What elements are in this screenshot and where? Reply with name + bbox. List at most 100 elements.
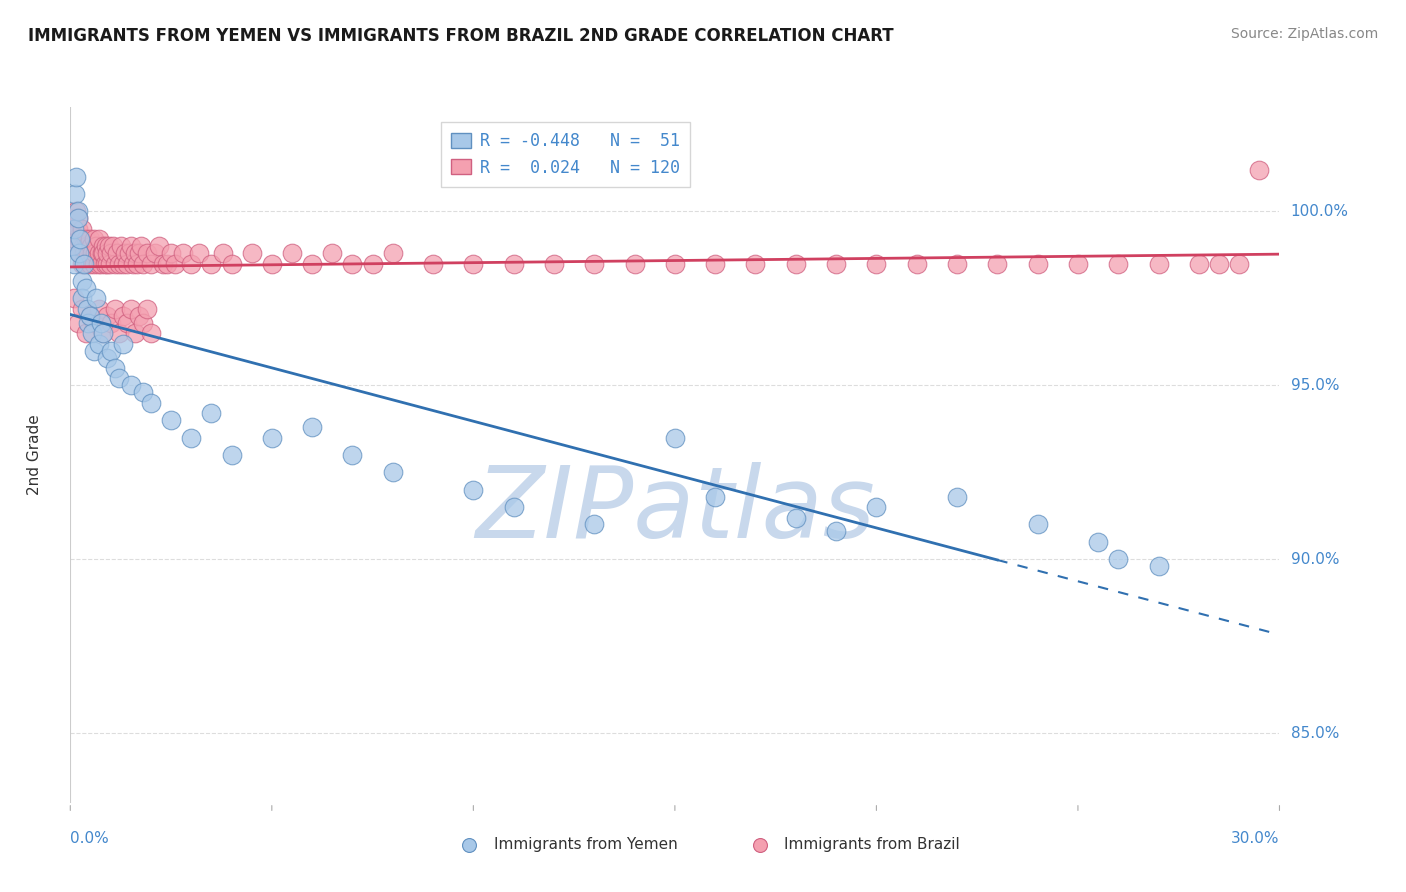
Point (1147, 559, 1170, 574)
Point (66, 204, 89, 219)
Point (79, 232, 101, 246)
Point (107, 256, 129, 270)
Point (101, 239, 124, 253)
Point (1087, 534, 1109, 549)
Point (75, 256, 97, 270)
Point (104, 360, 127, 375)
Point (361, 256, 384, 270)
Point (124, 246, 146, 260)
Point (825, 256, 848, 270)
Point (60, 221, 83, 235)
Point (107, 326, 129, 340)
Point (104, 301, 127, 316)
Point (96, 256, 118, 270)
Point (73, 246, 96, 260)
Point (342, 256, 364, 270)
Point (83, 256, 105, 270)
Point (115, 316, 138, 330)
Point (73, 256, 96, 270)
Point (62, 239, 84, 253)
Point (160, 413, 183, 427)
Point (260, 256, 283, 270)
Point (63, 221, 86, 235)
Point (240, 246, 263, 260)
Point (62, 256, 84, 270)
Point (111, 336, 134, 351)
Point (63, 211, 86, 226)
Point (67, 232, 90, 246)
Point (79, 256, 101, 270)
Point (83, 232, 105, 246)
Point (1026, 256, 1049, 270)
Point (114, 246, 136, 260)
Point (90, 316, 111, 330)
Point (87, 246, 110, 260)
Point (1227, 256, 1250, 270)
Point (172, 246, 194, 260)
Point (301, 420, 323, 434)
Point (744, 256, 766, 270)
Point (946, 490, 969, 504)
Point (87, 301, 110, 316)
Point (180, 430, 202, 444)
Point (67, 211, 90, 226)
Point (139, 256, 162, 270)
Point (986, 256, 1008, 270)
Point (65, 169, 87, 184)
Point (60, 239, 83, 253)
Point (152, 256, 174, 270)
Point (63, 232, 86, 246)
Point (67, 246, 90, 260)
Point (132, 385, 155, 400)
Point (1147, 256, 1170, 270)
Text: 90.0%: 90.0% (1291, 552, 1339, 566)
Point (70, 274, 93, 288)
Text: IMMIGRANTS FROM YEMEN VS IMMIGRANTS FROM BRAZIL 2ND GRADE CORRELATION CHART: IMMIGRANTS FROM YEMEN VS IMMIGRANTS FROM… (28, 27, 894, 45)
Point (1026, 517, 1049, 532)
Point (79, 309, 101, 323)
Point (93, 256, 115, 270)
Point (1208, 256, 1230, 270)
Point (110, 239, 132, 253)
Point (63, 186, 86, 201)
Point (463, 483, 485, 497)
Point (946, 256, 969, 270)
Point (664, 256, 686, 270)
Point (105, 246, 128, 260)
Point (100, 343, 122, 358)
Point (825, 524, 848, 539)
Point (1107, 256, 1129, 270)
Point (70, 221, 93, 235)
Text: Immigrants from Brazil: Immigrants from Brazil (783, 837, 959, 852)
Point (1249, 162, 1271, 177)
Point (221, 256, 243, 270)
Point (221, 448, 243, 462)
Point (69, 246, 91, 260)
Point (118, 246, 141, 260)
Point (583, 256, 606, 270)
Point (72, 256, 94, 270)
Point (80, 239, 103, 253)
Point (156, 256, 179, 270)
Point (785, 510, 807, 524)
Text: Immigrants from Yemen: Immigrants from Yemen (494, 837, 678, 852)
Point (200, 256, 222, 270)
Point (67, 211, 90, 226)
Point (200, 406, 222, 420)
Point (125, 256, 148, 270)
Point (321, 246, 343, 260)
Point (865, 500, 887, 514)
Point (90, 256, 111, 270)
Point (86, 256, 108, 270)
Text: 2nd Grade: 2nd Grade (27, 415, 42, 495)
Point (212, 246, 235, 260)
Point (107, 371, 129, 385)
Point (543, 256, 565, 270)
Point (96, 246, 118, 260)
Point (135, 246, 157, 260)
Point (1188, 256, 1211, 270)
Text: 30.0%: 30.0% (1232, 830, 1279, 846)
Text: 0.0%: 0.0% (70, 830, 110, 846)
Point (115, 256, 138, 270)
Point (75, 232, 97, 246)
